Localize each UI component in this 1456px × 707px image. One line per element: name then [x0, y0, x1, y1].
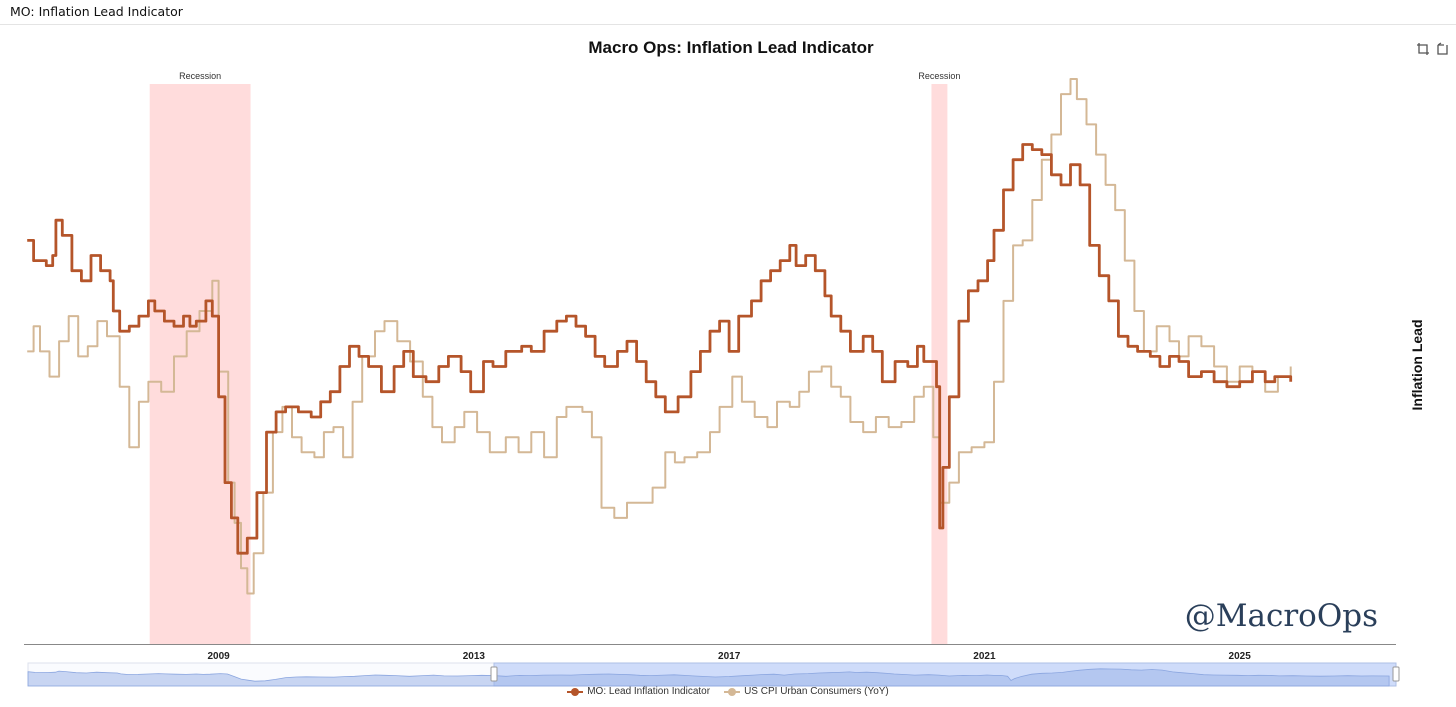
recession-label-2: Recession [918, 71, 960, 81]
legend-item-cpi[interactable]: US CPI Urban Consumers (YoY) [724, 686, 889, 697]
app-header: MO: Inflation Lead Indicator [0, 0, 1456, 25]
legend-label-cpi: US CPI Urban Consumers (YoY) [744, 686, 889, 697]
watermark: @MacroOps [1184, 598, 1378, 634]
legend-label-lead: MO: Lead Inflation Indicator [587, 686, 711, 697]
legend-swatch-lead [567, 687, 584, 697]
x-tick-label: 2009 [208, 651, 231, 662]
chart-title: Macro Ops: Inflation Lead Indicator [588, 38, 874, 57]
series-line-lead [27, 143, 1293, 555]
navigator-series-area [27, 668, 1390, 687]
x-tick-label: 2013 [463, 651, 486, 662]
recession-band-2 [931, 84, 948, 644]
recession-band-1 [149, 84, 251, 644]
recession-label-1: Recession [179, 71, 221, 81]
window-title: MO: Inflation Lead Indicator [10, 4, 183, 19]
x-tick-label: 2021 [973, 651, 996, 662]
x-tick-label: 2017 [718, 651, 741, 662]
legend: MO: Lead Inflation Indicator US CPI Urba… [0, 686, 1456, 697]
navigator-handle-left[interactable] [490, 666, 498, 682]
crop-icon[interactable] [1416, 42, 1430, 56]
navigator-handle-right[interactable] [1392, 666, 1400, 682]
legend-swatch-cpi [724, 687, 741, 697]
series-line-cpi [27, 78, 1292, 595]
x-tick-label: 2025 [1229, 651, 1252, 662]
reset-zoom-icon[interactable] [1435, 42, 1449, 56]
legend-item-lead[interactable]: MO: Lead Inflation Indicator [567, 686, 710, 697]
